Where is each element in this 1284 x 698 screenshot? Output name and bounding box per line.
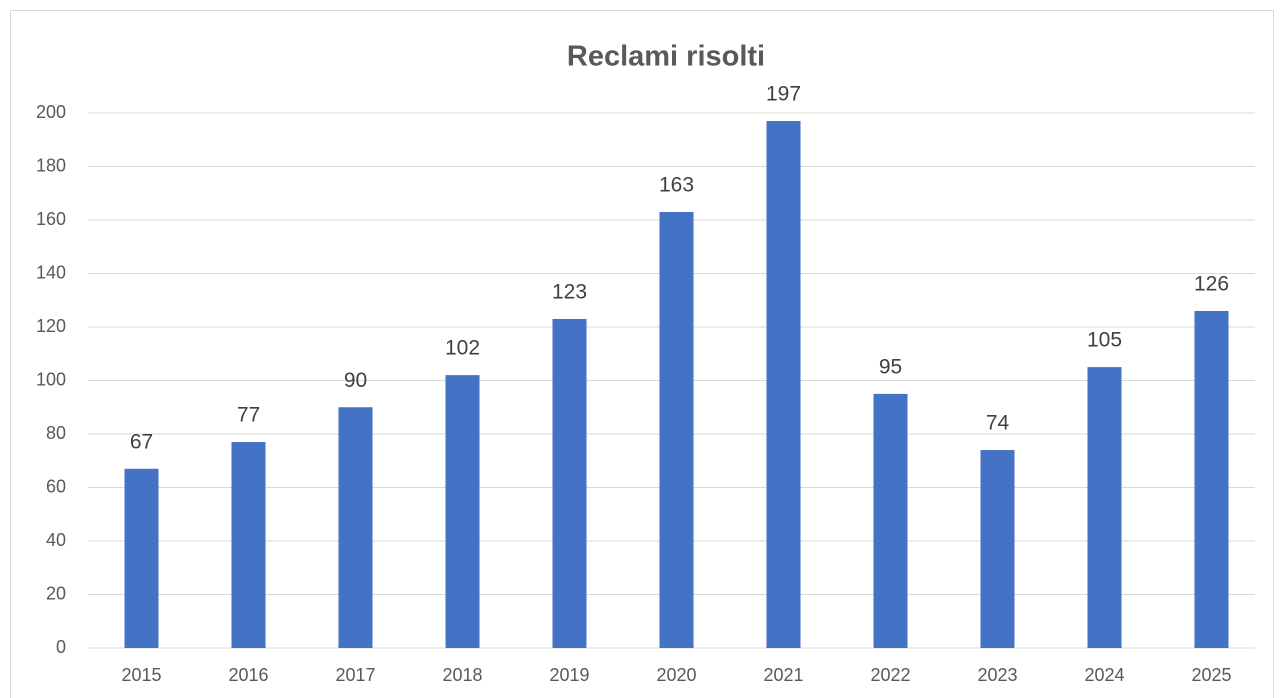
- y-tick-label: 160: [36, 209, 66, 229]
- y-tick-label: 200: [36, 102, 66, 122]
- x-tick-label: 2015: [121, 665, 161, 685]
- value-label: 123: [552, 281, 587, 304]
- bar: [980, 450, 1015, 648]
- x-tick-label: 2021: [763, 665, 803, 685]
- value-label: 74: [986, 412, 1010, 435]
- y-tick-label: 0: [56, 637, 66, 657]
- value-label: 95: [879, 355, 902, 378]
- x-tick-label: 2022: [870, 665, 910, 685]
- y-tick-label: 120: [36, 316, 66, 336]
- y-tick-label: 40: [46, 530, 66, 550]
- x-tick-label: 2018: [442, 665, 482, 685]
- x-tick-label: 2020: [656, 665, 696, 685]
- x-tick-label: 2016: [228, 665, 268, 685]
- y-tick-label: 140: [36, 262, 66, 282]
- bar: [1194, 310, 1229, 648]
- bar: [1087, 367, 1122, 648]
- y-tick-label: 100: [36, 369, 66, 389]
- bar: [552, 318, 587, 648]
- chart-border: [10, 10, 1274, 698]
- bar: [873, 393, 908, 648]
- x-tick-label: 2024: [1084, 665, 1124, 685]
- chart-title: Reclami risolti: [567, 41, 765, 73]
- value-label: 197: [766, 83, 801, 106]
- value-label: 67: [130, 430, 153, 453]
- x-tick-label: 2017: [335, 665, 375, 685]
- bar: [338, 407, 373, 648]
- y-tick-label: 80: [46, 423, 66, 443]
- x-tick-label: 2019: [549, 665, 589, 685]
- y-tick-label: 180: [36, 155, 66, 175]
- value-label: 163: [659, 174, 694, 197]
- x-tick-label: 2023: [977, 665, 1017, 685]
- bar: [124, 468, 159, 648]
- value-label: 105: [1087, 329, 1122, 352]
- value-label: 102: [445, 337, 480, 360]
- y-tick-label: 60: [46, 476, 66, 496]
- value-label: 77: [237, 404, 260, 427]
- bar: [445, 375, 480, 648]
- y-tick-label: 20: [46, 583, 66, 603]
- value-label: 90: [344, 369, 367, 392]
- value-label: 126: [1194, 272, 1229, 295]
- bar: [231, 442, 266, 648]
- bar: [766, 121, 801, 648]
- bar: [659, 211, 694, 648]
- x-tick-label: 2025: [1191, 665, 1231, 685]
